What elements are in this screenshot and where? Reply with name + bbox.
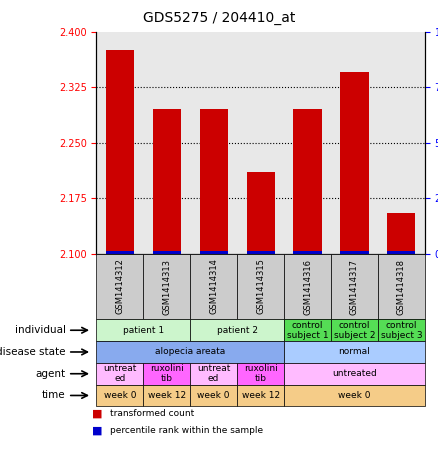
Text: ruxolini
tib: ruxolini tib [244,364,278,383]
Text: alopecia areata: alopecia areata [155,347,225,357]
Text: agent: agent [35,369,66,379]
Text: GSM1414313: GSM1414313 [162,259,171,314]
Bar [331,32,378,254]
Bar [190,32,237,254]
Text: transformed count: transformed count [110,409,194,418]
Bar [284,32,331,254]
Bar [153,251,181,254]
Text: control
subject 1: control subject 1 [287,321,328,340]
Bar [106,251,134,254]
Text: individual: individual [15,325,66,335]
Bar [387,213,416,254]
Text: patient 2: patient 2 [217,326,258,335]
Bar [96,32,143,254]
Text: week 12: week 12 [148,391,186,400]
Text: GSM1414314: GSM1414314 [209,259,218,314]
Text: week 0: week 0 [103,391,136,400]
Text: GSM1414317: GSM1414317 [350,259,359,314]
Bar [106,50,134,254]
Text: control
subject 2: control subject 2 [334,321,375,340]
Bar [153,110,181,254]
Text: week 0: week 0 [338,391,371,400]
Bar [340,72,368,254]
Text: untreat
ed: untreat ed [197,364,230,383]
Bar [237,32,284,254]
Text: time: time [42,390,66,400]
Text: disease state: disease state [0,347,66,357]
Text: patient 1: patient 1 [123,326,164,335]
Bar [293,251,321,254]
Text: normal: normal [339,347,371,357]
Text: percentile rank within the sample: percentile rank within the sample [110,426,263,435]
Text: ■: ■ [92,409,102,419]
Text: week 12: week 12 [241,391,280,400]
Text: untreat
ed: untreat ed [103,364,137,383]
Bar [340,251,368,254]
Bar [387,251,416,254]
Text: ■: ■ [92,426,102,436]
Text: GSM1414315: GSM1414315 [256,259,265,314]
Bar [143,32,190,254]
Bar [200,251,228,254]
Bar [378,32,425,254]
Bar [247,172,275,254]
Bar [293,110,321,254]
Text: GSM1414316: GSM1414316 [303,259,312,314]
Text: untreated: untreated [332,369,377,378]
Text: control
subject 3: control subject 3 [381,321,422,340]
Text: week 0: week 0 [198,391,230,400]
Bar [247,251,275,254]
Text: GSM1414312: GSM1414312 [115,259,124,314]
Bar [200,110,228,254]
Text: GSM1414318: GSM1414318 [397,259,406,314]
Text: ruxolini
tib: ruxolini tib [150,364,184,383]
Text: GDS5275 / 204410_at: GDS5275 / 204410_at [143,11,295,25]
